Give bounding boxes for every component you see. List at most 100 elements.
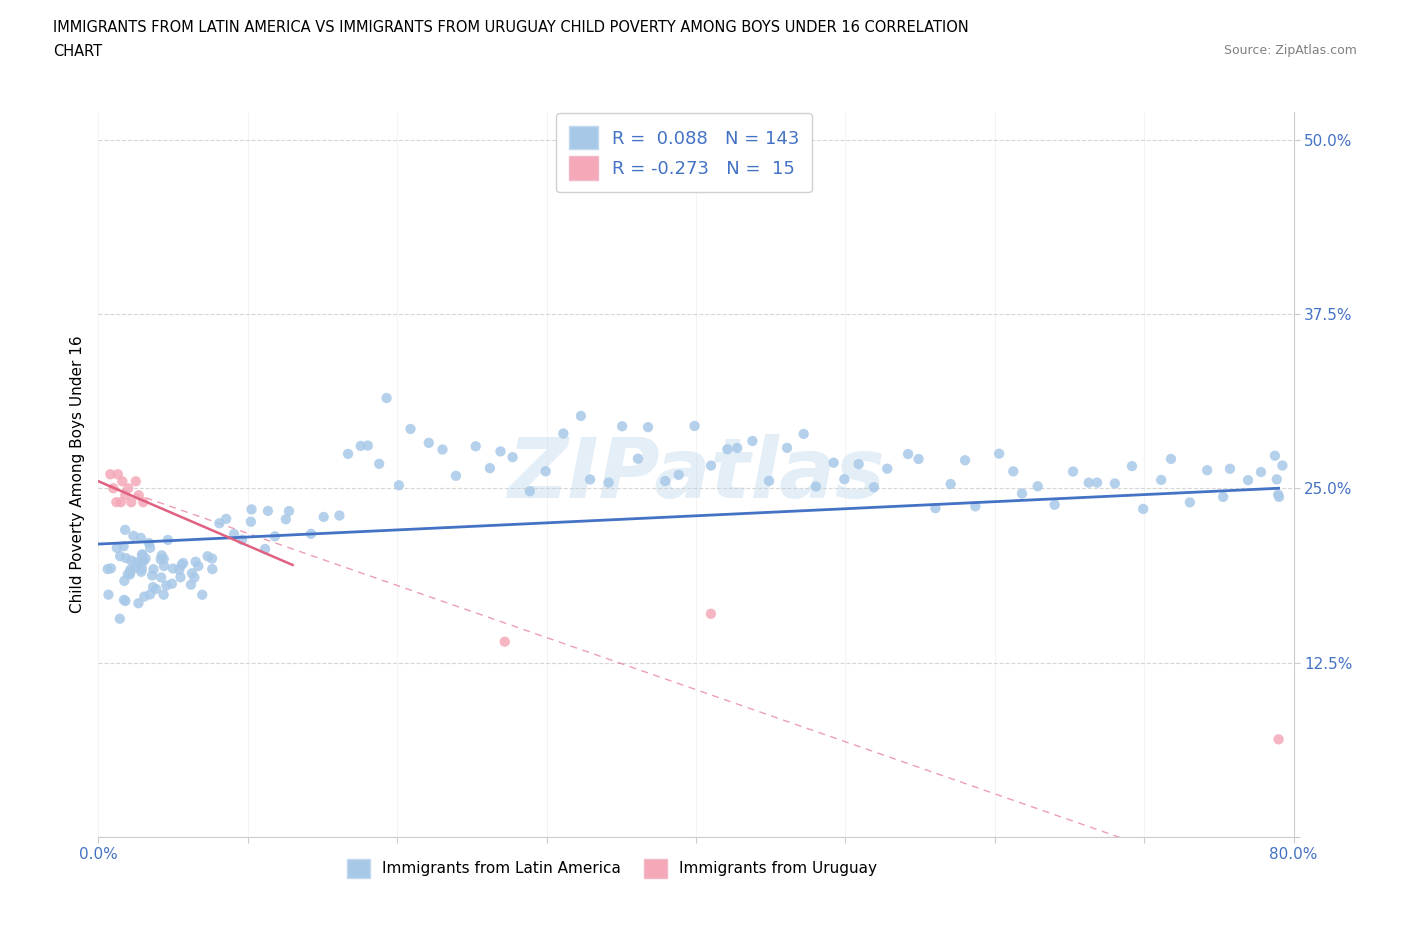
Point — [97, 562, 120, 577]
Point — [1077, 475, 1099, 490]
Point — [1267, 732, 1289, 747]
Point — [1160, 451, 1182, 466]
Point — [118, 567, 141, 582]
Point — [181, 565, 204, 580]
Point — [169, 570, 191, 585]
Point — [418, 435, 440, 450]
Point — [776, 441, 799, 456]
Point — [1011, 486, 1033, 501]
Point — [100, 561, 122, 576]
Point — [150, 548, 173, 563]
Point — [131, 547, 153, 562]
Point — [183, 570, 205, 585]
Point — [569, 408, 592, 423]
Point — [125, 555, 148, 570]
Point — [111, 474, 134, 489]
Point — [489, 444, 512, 458]
Point — [848, 457, 870, 472]
Point — [115, 551, 138, 565]
Point — [939, 476, 962, 491]
Point — [375, 391, 398, 405]
Point — [105, 495, 128, 510]
Point — [953, 453, 976, 468]
Point — [683, 418, 706, 433]
Point — [388, 478, 411, 493]
Point — [337, 446, 360, 461]
Text: IMMIGRANTS FROM LATIN AMERICA VS IMMIGRANTS FROM URUGUAY CHILD POVERTY AMONG BOY: IMMIGRANTS FROM LATIN AMERICA VS IMMIGRA… — [53, 20, 969, 35]
Point — [478, 460, 501, 475]
Point — [1062, 464, 1084, 479]
Point — [167, 563, 190, 578]
Point — [257, 503, 280, 518]
Point — [127, 596, 149, 611]
Point — [231, 532, 253, 547]
Point — [160, 577, 183, 591]
Point — [1237, 472, 1260, 487]
Point — [278, 504, 301, 519]
Point — [138, 536, 160, 551]
Point — [700, 606, 723, 621]
Point — [598, 475, 620, 490]
Point — [201, 562, 224, 577]
Point — [534, 464, 557, 479]
Point — [627, 451, 650, 466]
Point — [1150, 472, 1173, 487]
Point — [105, 540, 128, 555]
Point — [112, 538, 135, 553]
Point — [208, 516, 231, 531]
Point — [222, 526, 245, 541]
Point — [145, 581, 167, 596]
Point — [965, 498, 987, 513]
Point — [988, 446, 1011, 461]
Point — [129, 530, 152, 545]
Point — [637, 419, 659, 434]
Point — [264, 529, 287, 544]
Point — [1178, 495, 1201, 510]
Point — [215, 512, 238, 526]
Point — [804, 479, 827, 494]
Point — [1104, 476, 1126, 491]
Point — [114, 593, 136, 608]
Point — [1132, 501, 1154, 516]
Point — [328, 508, 350, 523]
Point — [201, 551, 224, 566]
Text: Source: ZipAtlas.com: Source: ZipAtlas.com — [1223, 44, 1357, 57]
Point — [197, 549, 219, 564]
Point — [129, 565, 152, 579]
Point — [141, 568, 163, 583]
Point — [103, 481, 125, 496]
Point — [741, 433, 763, 448]
Point — [863, 480, 886, 495]
Point — [131, 554, 153, 569]
Point — [187, 559, 209, 574]
Point — [876, 461, 898, 476]
Point — [464, 439, 486, 454]
Point — [108, 549, 131, 564]
Point — [162, 561, 184, 576]
Point — [120, 495, 142, 510]
Point — [502, 450, 524, 465]
Point — [700, 458, 723, 473]
Point — [357, 438, 380, 453]
Point — [112, 592, 135, 607]
Point — [239, 514, 262, 529]
Point — [153, 559, 176, 574]
Point — [98, 467, 122, 482]
Point — [668, 468, 690, 483]
Point — [924, 500, 946, 515]
Point — [191, 588, 214, 603]
Point — [399, 421, 422, 436]
Point — [274, 512, 297, 526]
Point — [122, 528, 145, 543]
Point — [1219, 461, 1241, 476]
Point — [114, 523, 136, 538]
Point — [519, 484, 541, 498]
Point — [142, 579, 165, 594]
Point — [180, 578, 202, 592]
Point — [494, 634, 516, 649]
Point — [128, 488, 150, 503]
Point — [142, 562, 165, 577]
Point — [1026, 479, 1049, 494]
Point — [444, 469, 467, 484]
Point — [120, 563, 142, 578]
